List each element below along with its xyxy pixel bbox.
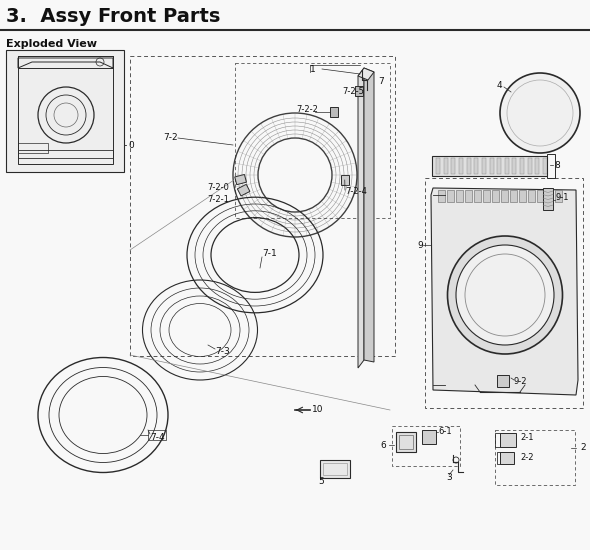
Bar (444, 158, 448, 174)
Text: 9: 9 (417, 240, 423, 250)
Bar (519, 190, 526, 202)
Bar (543, 188, 553, 210)
Bar (482, 158, 486, 174)
Bar (438, 190, 445, 202)
Ellipse shape (456, 245, 554, 345)
Bar (18, 143, 48, 153)
Text: 7-2-4: 7-2-4 (345, 188, 367, 196)
Bar (18, 56, 113, 68)
Text: 7-2-1: 7-2-1 (207, 195, 229, 205)
Bar (483, 190, 490, 202)
Bar (6, 50, 124, 172)
Text: 7-1: 7-1 (262, 250, 277, 258)
Polygon shape (358, 68, 374, 80)
Text: 1: 1 (310, 64, 316, 74)
Text: 7-3: 7-3 (215, 348, 230, 356)
Text: 2-1: 2-1 (520, 432, 533, 442)
Bar (537, 190, 544, 202)
Bar (555, 190, 562, 202)
Bar (18, 56, 113, 164)
Bar (510, 190, 517, 202)
Bar (355, 86, 363, 96)
Bar (392, 426, 460, 466)
Bar (505, 158, 509, 174)
Bar (432, 156, 547, 176)
Bar (474, 190, 481, 202)
Bar (323, 463, 347, 475)
Text: 7-2-0: 7-2-0 (207, 184, 229, 192)
Bar (320, 460, 350, 478)
Bar (495, 430, 575, 485)
Text: 7: 7 (378, 78, 384, 86)
Bar (237, 184, 250, 196)
Bar (528, 190, 535, 202)
Circle shape (500, 73, 580, 153)
Bar (490, 158, 493, 174)
Bar (465, 190, 472, 202)
Bar (456, 190, 463, 202)
Ellipse shape (447, 236, 562, 354)
Bar (235, 174, 247, 185)
Text: 3: 3 (446, 474, 452, 482)
Text: 9-2: 9-2 (514, 377, 527, 387)
Text: 3.  Assy Front Parts: 3. Assy Front Parts (6, 7, 221, 25)
Polygon shape (431, 188, 578, 395)
Bar (527, 158, 532, 174)
Text: 6-1: 6-1 (438, 427, 451, 437)
Bar (497, 158, 501, 174)
Text: 4: 4 (497, 81, 503, 91)
Bar (500, 433, 516, 447)
Text: 7-4: 7-4 (150, 433, 165, 443)
Text: Exploded View: Exploded View (6, 39, 97, 49)
Text: 7-2: 7-2 (163, 134, 178, 142)
Bar (396, 432, 416, 452)
Bar (330, 107, 338, 117)
Bar (422, 430, 436, 444)
Bar (501, 190, 508, 202)
Bar (474, 158, 478, 174)
Text: 2: 2 (580, 443, 586, 453)
Bar (467, 158, 471, 174)
Text: 6: 6 (380, 441, 386, 449)
Text: 10: 10 (312, 405, 323, 415)
Text: 0: 0 (128, 140, 134, 150)
Bar (399, 435, 413, 449)
Bar (459, 158, 463, 174)
Text: 2-2: 2-2 (520, 453, 533, 461)
Bar (235, 63, 390, 218)
Bar (130, 56, 395, 356)
Polygon shape (358, 68, 364, 368)
Text: 9-1: 9-1 (555, 194, 569, 202)
Bar (447, 190, 454, 202)
Bar (543, 158, 547, 174)
Bar (546, 190, 553, 202)
Text: 8: 8 (554, 161, 560, 169)
Bar (148, 430, 166, 440)
Bar (535, 158, 539, 174)
Bar (547, 154, 555, 178)
Text: 7-2-2: 7-2-2 (296, 104, 318, 113)
Text: 7-2-5: 7-2-5 (342, 86, 364, 96)
Bar (436, 158, 440, 174)
Text: 5: 5 (318, 477, 324, 487)
Polygon shape (364, 68, 374, 362)
Bar (18, 150, 113, 158)
Bar (520, 158, 524, 174)
Bar (492, 190, 499, 202)
Bar (341, 175, 349, 185)
Bar (497, 375, 509, 387)
Bar (513, 158, 516, 174)
Bar (500, 452, 514, 464)
Bar (451, 158, 455, 174)
Bar (425, 178, 583, 408)
